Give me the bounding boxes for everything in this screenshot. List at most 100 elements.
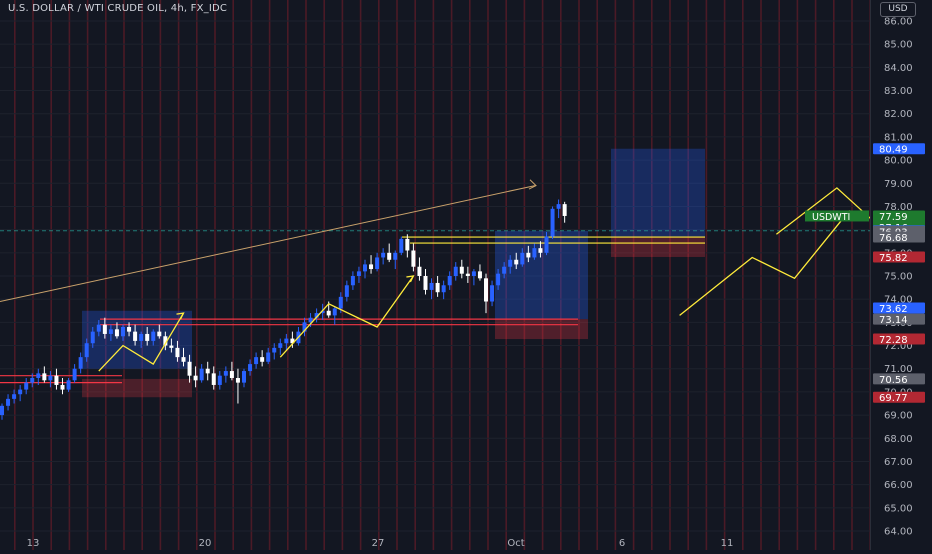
x-tick-label: Oct (507, 538, 524, 549)
projection-path (279, 275, 414, 358)
candle-body (223, 371, 228, 376)
candle-body (344, 285, 349, 297)
price-tick-label: 74.00 (884, 295, 913, 306)
projection-arrow (406, 275, 415, 283)
candle-body (514, 259, 519, 265)
price-tick-label: 84.00 (884, 63, 913, 74)
candle-body (387, 252, 392, 260)
price-axis-scale: 64.00 65.00 66.00 67.00 68.00 69.00 70.00 71.00… (884, 17, 913, 538)
candle-body (393, 252, 398, 260)
candles (0, 199, 567, 420)
candle-body (199, 368, 204, 381)
session-stripe (596, 0, 598, 550)
price-tick-label: 85.00 (884, 40, 913, 51)
session-stripe (669, 0, 671, 550)
candle-body (290, 338, 295, 344)
candle-body (96, 324, 101, 332)
session-stripe (760, 0, 762, 550)
session-stripe (196, 0, 198, 550)
candle-body (108, 329, 113, 334)
price-axis[interactable]: 64.00 65.00 66.00 67.00 68.00 69.00 70.00 71.00… (870, 0, 932, 550)
session-stripe (578, 0, 580, 550)
session-stripe (523, 0, 526, 550)
session-stripe (632, 0, 635, 550)
candle-body (484, 278, 488, 302)
projection-path (679, 210, 850, 316)
candle-body (477, 271, 482, 279)
candle-body (127, 327, 132, 332)
session-stripe (305, 0, 307, 550)
price-tick-label: 81.00 (884, 132, 913, 143)
price-tick-label: 72.00 (884, 341, 913, 352)
trend-arrow (528, 179, 537, 190)
candle-body (314, 313, 319, 318)
candle-body (332, 308, 337, 316)
candle-body (326, 310, 331, 316)
price-tick-label: 82.00 (884, 109, 913, 120)
candle-body (84, 343, 89, 358)
candle-body (465, 273, 470, 276)
session-stripe (414, 0, 416, 550)
session-stripe (32, 0, 34, 550)
currency-badge[interactable]: USD (880, 2, 916, 17)
candle-body (114, 329, 119, 337)
session-stripe (450, 0, 453, 550)
candle-body (121, 327, 125, 337)
session-stripe (432, 0, 435, 550)
x-axis: 13 20 27 Oct 6 11 (27, 538, 734, 549)
candle-body (145, 333, 150, 341)
candle-body (562, 204, 567, 216)
candle-body (72, 368, 77, 381)
candle-body (550, 208, 555, 237)
candle-body (24, 382, 29, 390)
session-stripe (723, 0, 726, 550)
long-zone-target (611, 148, 705, 238)
candle-body (302, 322, 307, 332)
candle-body (496, 273, 501, 286)
candle-body (6, 398, 11, 406)
price-tick-label: 76.00 (884, 248, 913, 259)
x-tick-label: 20 (199, 538, 212, 549)
candle-body (411, 250, 416, 267)
session-stripe (287, 0, 289, 550)
candle-body (544, 236, 549, 253)
session-stripe (214, 0, 216, 550)
candle-body (429, 282, 434, 290)
candle-body (169, 345, 174, 348)
session-stripe (814, 0, 817, 550)
session-stripe (341, 0, 344, 550)
x-tick-label: 13 (27, 538, 40, 549)
session-stripe (705, 0, 708, 550)
candle-body (90, 331, 95, 344)
candle-body (133, 331, 138, 341)
candle-body (254, 357, 259, 365)
chart-title: U.S. DOLLAR / WTI CRUDE OIL, 4h, FX_IDC (8, 3, 228, 14)
candle-body (459, 266, 464, 274)
session-stripe (851, 0, 853, 550)
candle-body (423, 276, 428, 290)
candle-body (66, 380, 71, 390)
session-stripe (541, 0, 544, 550)
candle-body (163, 336, 168, 346)
candle-body (193, 375, 198, 381)
price-tick-label: 65.00 (884, 503, 913, 514)
session-stripe (505, 0, 507, 550)
candle-body (447, 276, 452, 286)
candle-body (526, 252, 531, 258)
candle-body (0, 405, 4, 416)
candle-body (139, 333, 144, 341)
candle-body (441, 285, 446, 293)
session-stripe (778, 0, 780, 550)
trend-line (0, 185, 536, 302)
candle-body (242, 371, 246, 383)
session-stripe (560, 0, 562, 550)
candle-body (520, 252, 525, 265)
session-stripe (141, 0, 143, 550)
session-stripe (614, 0, 617, 550)
candle-body (490, 285, 495, 302)
price-tick-label: 75.00 (884, 272, 913, 283)
candle-body (508, 259, 513, 267)
candle-body (375, 257, 380, 270)
